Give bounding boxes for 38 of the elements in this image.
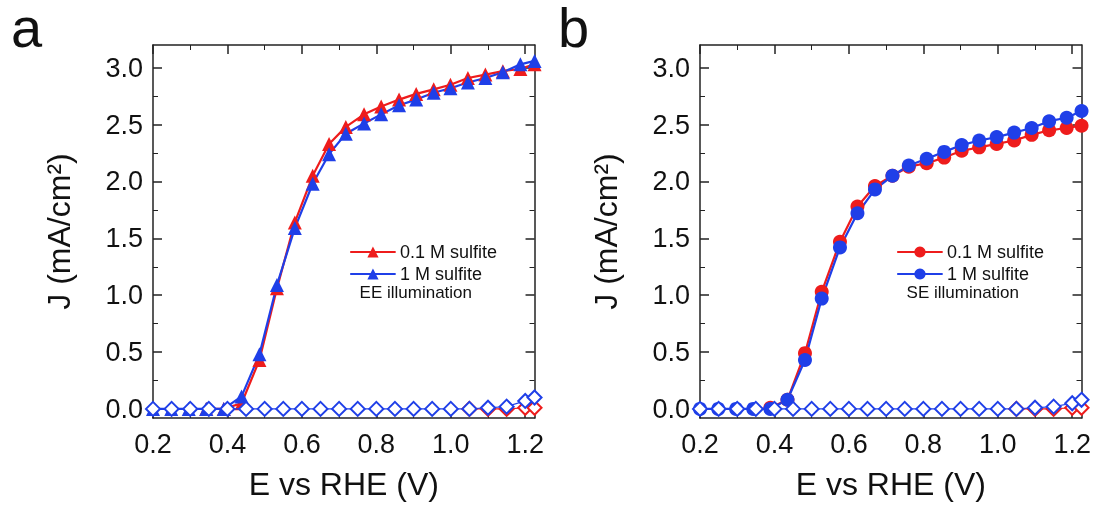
y-tick-label: 2.0 <box>105 166 143 197</box>
x-tick-label: 0.4 <box>208 428 247 459</box>
y-axis-title: J (mA/cm²) <box>41 153 77 310</box>
x-tick-label: 0.8 <box>904 428 943 459</box>
y-tick-label: 1.5 <box>105 223 143 254</box>
y-tick-label: 3.0 <box>105 52 143 83</box>
y-tick-label: 2.5 <box>652 109 690 140</box>
y-tick-label: 0.5 <box>105 337 143 368</box>
y-tick-label: 2.5 <box>105 109 143 140</box>
x-tick-label: 1.0 <box>979 428 1017 459</box>
x-tick-label: 0.6 <box>283 428 321 459</box>
x-tick-label: 0.8 <box>357 428 396 459</box>
x-axis-title: E vs RHE (V) <box>795 466 986 502</box>
y-tick-label: 1.0 <box>652 280 690 311</box>
y-tick-label: 1.5 <box>652 223 690 254</box>
annotation: EE illumination <box>359 283 473 302</box>
y-tick-label: 0.5 <box>652 337 690 368</box>
y-tick-label: 0.0 <box>652 393 690 424</box>
legend-label: 1 M sulfite <box>399 264 482 284</box>
legend-label: 0.1 M sulfite <box>399 242 498 262</box>
y-axis-title: J (mA/cm²) <box>588 153 624 310</box>
x-tick-label: 0.2 <box>134 428 172 459</box>
chart-title: b <box>558 0 590 59</box>
x-tick-label: 1.2 <box>1053 428 1092 459</box>
legend-label: 0.1 M sulfite <box>946 242 1045 262</box>
y-tick-label: 1.0 <box>105 280 143 311</box>
x-tick-label: 0.4 <box>755 428 794 459</box>
y-tick-label: 0.0 <box>105 393 143 424</box>
y-tick-label: 2.0 <box>652 166 690 197</box>
y-tick-label: 3.0 <box>652 52 690 83</box>
x-tick-label: 0.6 <box>830 428 868 459</box>
x-tick-label: 1.0 <box>432 428 470 459</box>
x-axis-title: E vs RHE (V) <box>248 466 439 502</box>
annotation: SE illumination <box>906 283 1020 302</box>
chart-title: a <box>11 0 43 59</box>
legend-label: 1 M sulfite <box>946 264 1029 284</box>
x-tick-label: 1.2 <box>506 428 545 459</box>
x-tick-label: 0.2 <box>681 428 719 459</box>
